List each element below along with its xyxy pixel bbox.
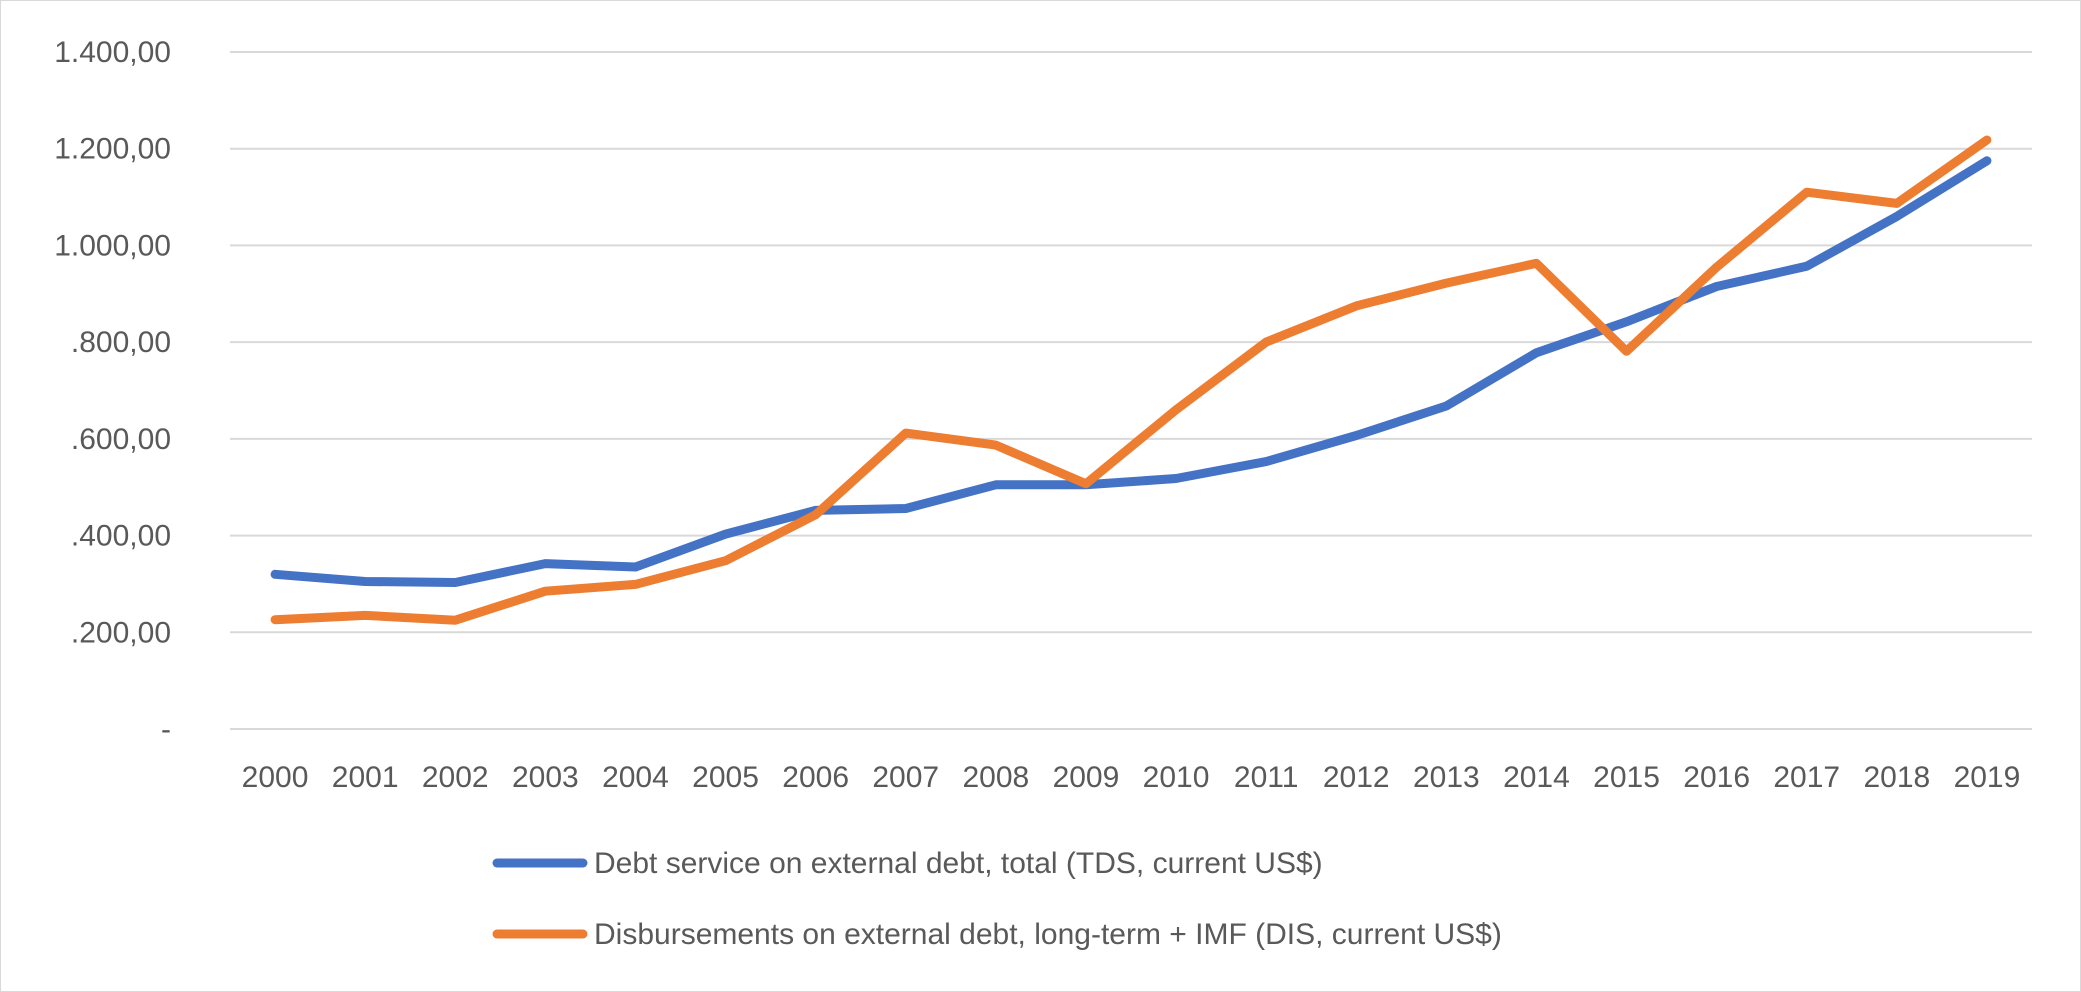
x-tick-label: 2003 — [512, 761, 579, 794]
y-tick-label: 1.000,00 — [54, 229, 171, 262]
y-tick-label: .800,00 — [71, 326, 171, 359]
y-tick-label: - — [161, 713, 171, 746]
x-tick-label: 2009 — [1053, 761, 1120, 794]
x-tick-label: 2002 — [422, 761, 489, 794]
x-tick-label: 2000 — [242, 761, 309, 794]
y-tick-label: .200,00 — [71, 616, 171, 649]
x-tick-label: 2004 — [602, 761, 669, 794]
x-tick-label: 2019 — [1954, 761, 2021, 794]
legend: Debt service on external debt, total (TD… — [492, 847, 1502, 951]
x-tick-label: 2010 — [1143, 761, 1210, 794]
x-tick-label: 2014 — [1503, 761, 1570, 794]
legend-label-2: Disbursements on external debt, long-ter… — [594, 918, 1502, 951]
series-line-2 — [270, 135, 1992, 625]
x-tick-label: 2016 — [1683, 761, 1750, 794]
legend-label-1: Debt service on external debt, total (TD… — [594, 847, 1323, 880]
y-tick-label: .400,00 — [71, 520, 171, 553]
x-tick-label: 2013 — [1413, 761, 1480, 794]
x-tick-label: 2017 — [1773, 761, 1840, 794]
series-lines — [270, 135, 1992, 625]
x-tick-label: 2008 — [962, 761, 1029, 794]
x-tick-label: 2006 — [782, 761, 849, 794]
y-tick-label: 1.400,00 — [54, 36, 171, 69]
series-line-1 — [270, 156, 1992, 587]
x-tick-label: 2012 — [1323, 761, 1390, 794]
x-axis-tick-labels: 2000 2001 2002 2003 2004 2005 2006 2007 2008 2009… — [242, 761, 2021, 794]
x-tick-label: 2015 — [1593, 761, 1660, 794]
y-tick-label: .600,00 — [71, 423, 171, 456]
x-tick-label: 2011 — [1234, 761, 1299, 794]
x-tick-label: 2018 — [1863, 761, 1930, 794]
gridlines — [230, 51, 2032, 730]
x-tick-label: 2005 — [692, 761, 759, 794]
y-tick-label: 1.200,00 — [54, 133, 171, 166]
x-tick-label: 2007 — [872, 761, 939, 794]
y-axis-tick-labels: - .200,00 .400,00 .600,00 .800,00 1.000,00 1.2… — [54, 36, 171, 746]
x-tick-label: 2001 — [332, 761, 399, 794]
